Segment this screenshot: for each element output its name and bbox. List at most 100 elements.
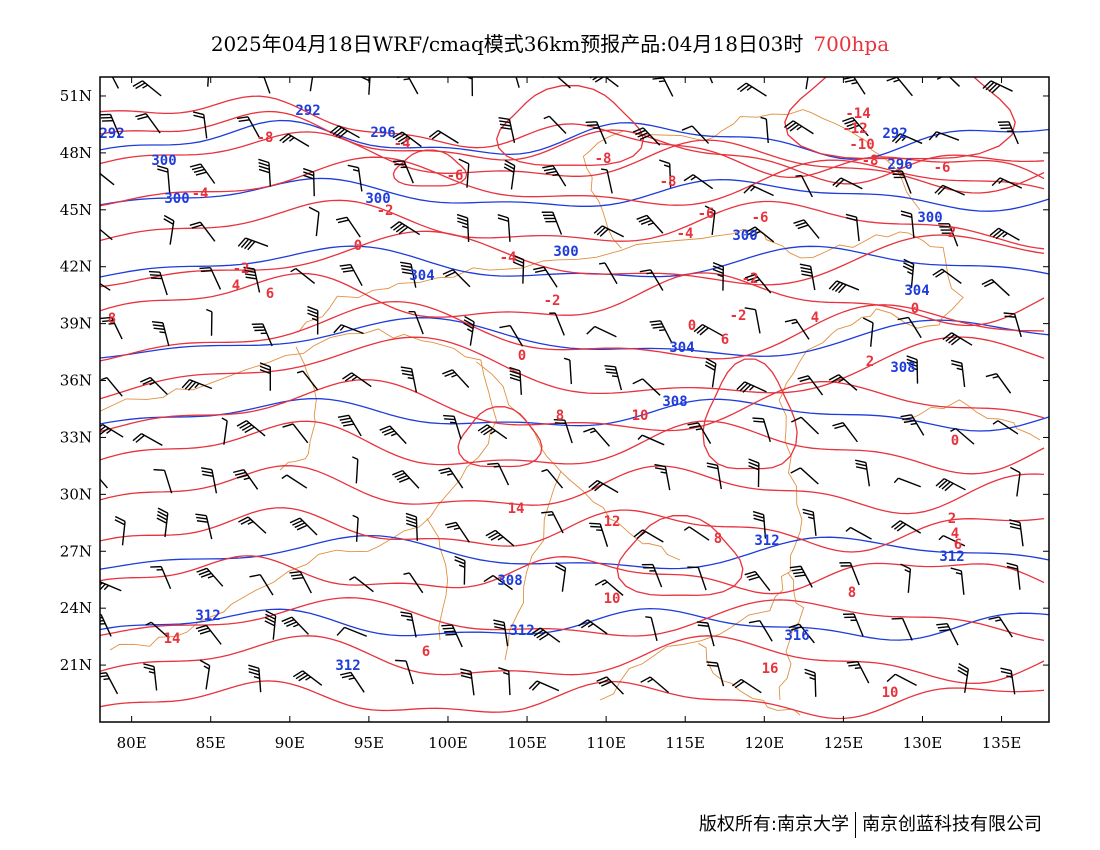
- temperature-contour: [100, 555, 1045, 595]
- temperature-contour: [100, 465, 1045, 515]
- temperature-contour: [100, 635, 1045, 685]
- wind-barb: [934, 77, 961, 87]
- wind-barb: [200, 467, 218, 494]
- wind-barb: [100, 423, 124, 438]
- border-line: [582, 109, 921, 249]
- wind-barb: [704, 205, 716, 236]
- wind-barb: [400, 366, 418, 393]
- wind-barb: [589, 522, 609, 547]
- height-label: 296: [370, 125, 395, 141]
- height-label: 312: [195, 608, 220, 624]
- y-tick-label: 36N: [60, 372, 92, 390]
- wind-barb: [641, 563, 663, 588]
- x-tick-label: 90E: [275, 734, 305, 752]
- wind-barb: [594, 579, 624, 596]
- wind-barb: [195, 513, 213, 540]
- temperature-label: 2: [866, 354, 874, 370]
- wind-barb: [195, 624, 222, 645]
- wind-barb: [156, 165, 171, 193]
- temperature-label: 0: [518, 348, 526, 364]
- wind-barb: [352, 514, 359, 542]
- x-tick-label: 105E: [507, 734, 547, 752]
- wind-barb: [828, 280, 860, 294]
- wind-barb: [585, 121, 607, 145]
- wind-barb: [842, 613, 864, 637]
- y-tick-label: 24N: [60, 599, 92, 617]
- height-label: 300: [164, 191, 189, 207]
- wind-barb: [342, 372, 372, 388]
- wind-barb: [199, 659, 211, 690]
- wind-barb: [797, 375, 824, 396]
- temperature-contour: [100, 420, 1045, 475]
- wind-barb: [400, 611, 417, 638]
- wind-barb: [900, 210, 915, 238]
- height-label: 292: [882, 126, 907, 142]
- temperature-label: -6: [752, 210, 769, 226]
- wind-barb: [744, 570, 771, 591]
- height-label: 304: [904, 283, 929, 299]
- temperature-contour-loop: [496, 85, 644, 167]
- temperature-contour-loop: [457, 406, 543, 468]
- x-tick-label: 115E: [665, 734, 705, 752]
- temperature-label: -8: [257, 130, 274, 146]
- wind-barb: [891, 617, 913, 641]
- temperature-label: 4: [951, 526, 959, 542]
- height-label: 300: [365, 191, 390, 207]
- wind-barb: [600, 168, 613, 194]
- y-tick-label: 45N: [60, 201, 92, 219]
- wind-barb: [541, 468, 564, 489]
- wind-barb: [832, 177, 863, 190]
- wind-barb: [589, 77, 619, 88]
- wind-barb: [950, 427, 975, 445]
- temperature-label: -8: [862, 153, 879, 169]
- wind-barb: [632, 378, 661, 396]
- wind-barb: [659, 159, 672, 188]
- copyright-separator: [855, 812, 856, 838]
- wind-barb: [237, 237, 269, 251]
- wind-barb: [706, 462, 722, 490]
- wind-barb: [752, 417, 771, 442]
- wind-barb: [942, 332, 973, 346]
- temperature-contour-loop: [392, 149, 468, 187]
- wind-barb: [828, 374, 858, 391]
- temperature-contour: [100, 131, 1045, 194]
- height-label: 292: [295, 103, 320, 119]
- height-contour: [100, 245, 1049, 278]
- wind-barb: [101, 377, 123, 397]
- wind-barb: [308, 206, 320, 237]
- height-contour: [100, 534, 1049, 570]
- wind-barb: [140, 376, 168, 395]
- wind-barb: [290, 267, 316, 285]
- border-line: [100, 328, 497, 651]
- wind-barb: [442, 369, 470, 388]
- border-line: [279, 346, 317, 471]
- wind-barb: [258, 77, 271, 94]
- wind-barb: [189, 221, 216, 242]
- temperature-contours-layer: [100, 77, 1045, 720]
- wind-barb: [593, 225, 625, 238]
- wind-barb: [339, 671, 365, 693]
- wind-barb: [333, 324, 364, 335]
- wind-barb: [395, 659, 414, 685]
- wind-barb: [636, 214, 664, 234]
- height-label: 308: [662, 394, 687, 410]
- wind-barb: [379, 425, 407, 445]
- wind-barb: [748, 458, 760, 488]
- wind-barb: [111, 77, 120, 89]
- temperature-contour: [100, 272, 1045, 327]
- border-line: [698, 642, 801, 716]
- height-label: 304: [669, 340, 694, 356]
- height-label: 300: [732, 228, 757, 244]
- wind-barb: [687, 422, 712, 444]
- wind-barb: [712, 261, 724, 291]
- height-label: 296: [887, 157, 912, 173]
- y-tick-label: 27N: [60, 542, 92, 560]
- temperature-contour: [100, 199, 1045, 250]
- wind-barb: [309, 77, 314, 92]
- wind-barb: [981, 278, 1010, 297]
- wind-barb: [498, 667, 511, 696]
- wind-barb: [637, 434, 665, 446]
- wind-barb: [1003, 312, 1022, 338]
- wind-barb: [135, 113, 161, 134]
- wind-barb: [150, 565, 172, 590]
